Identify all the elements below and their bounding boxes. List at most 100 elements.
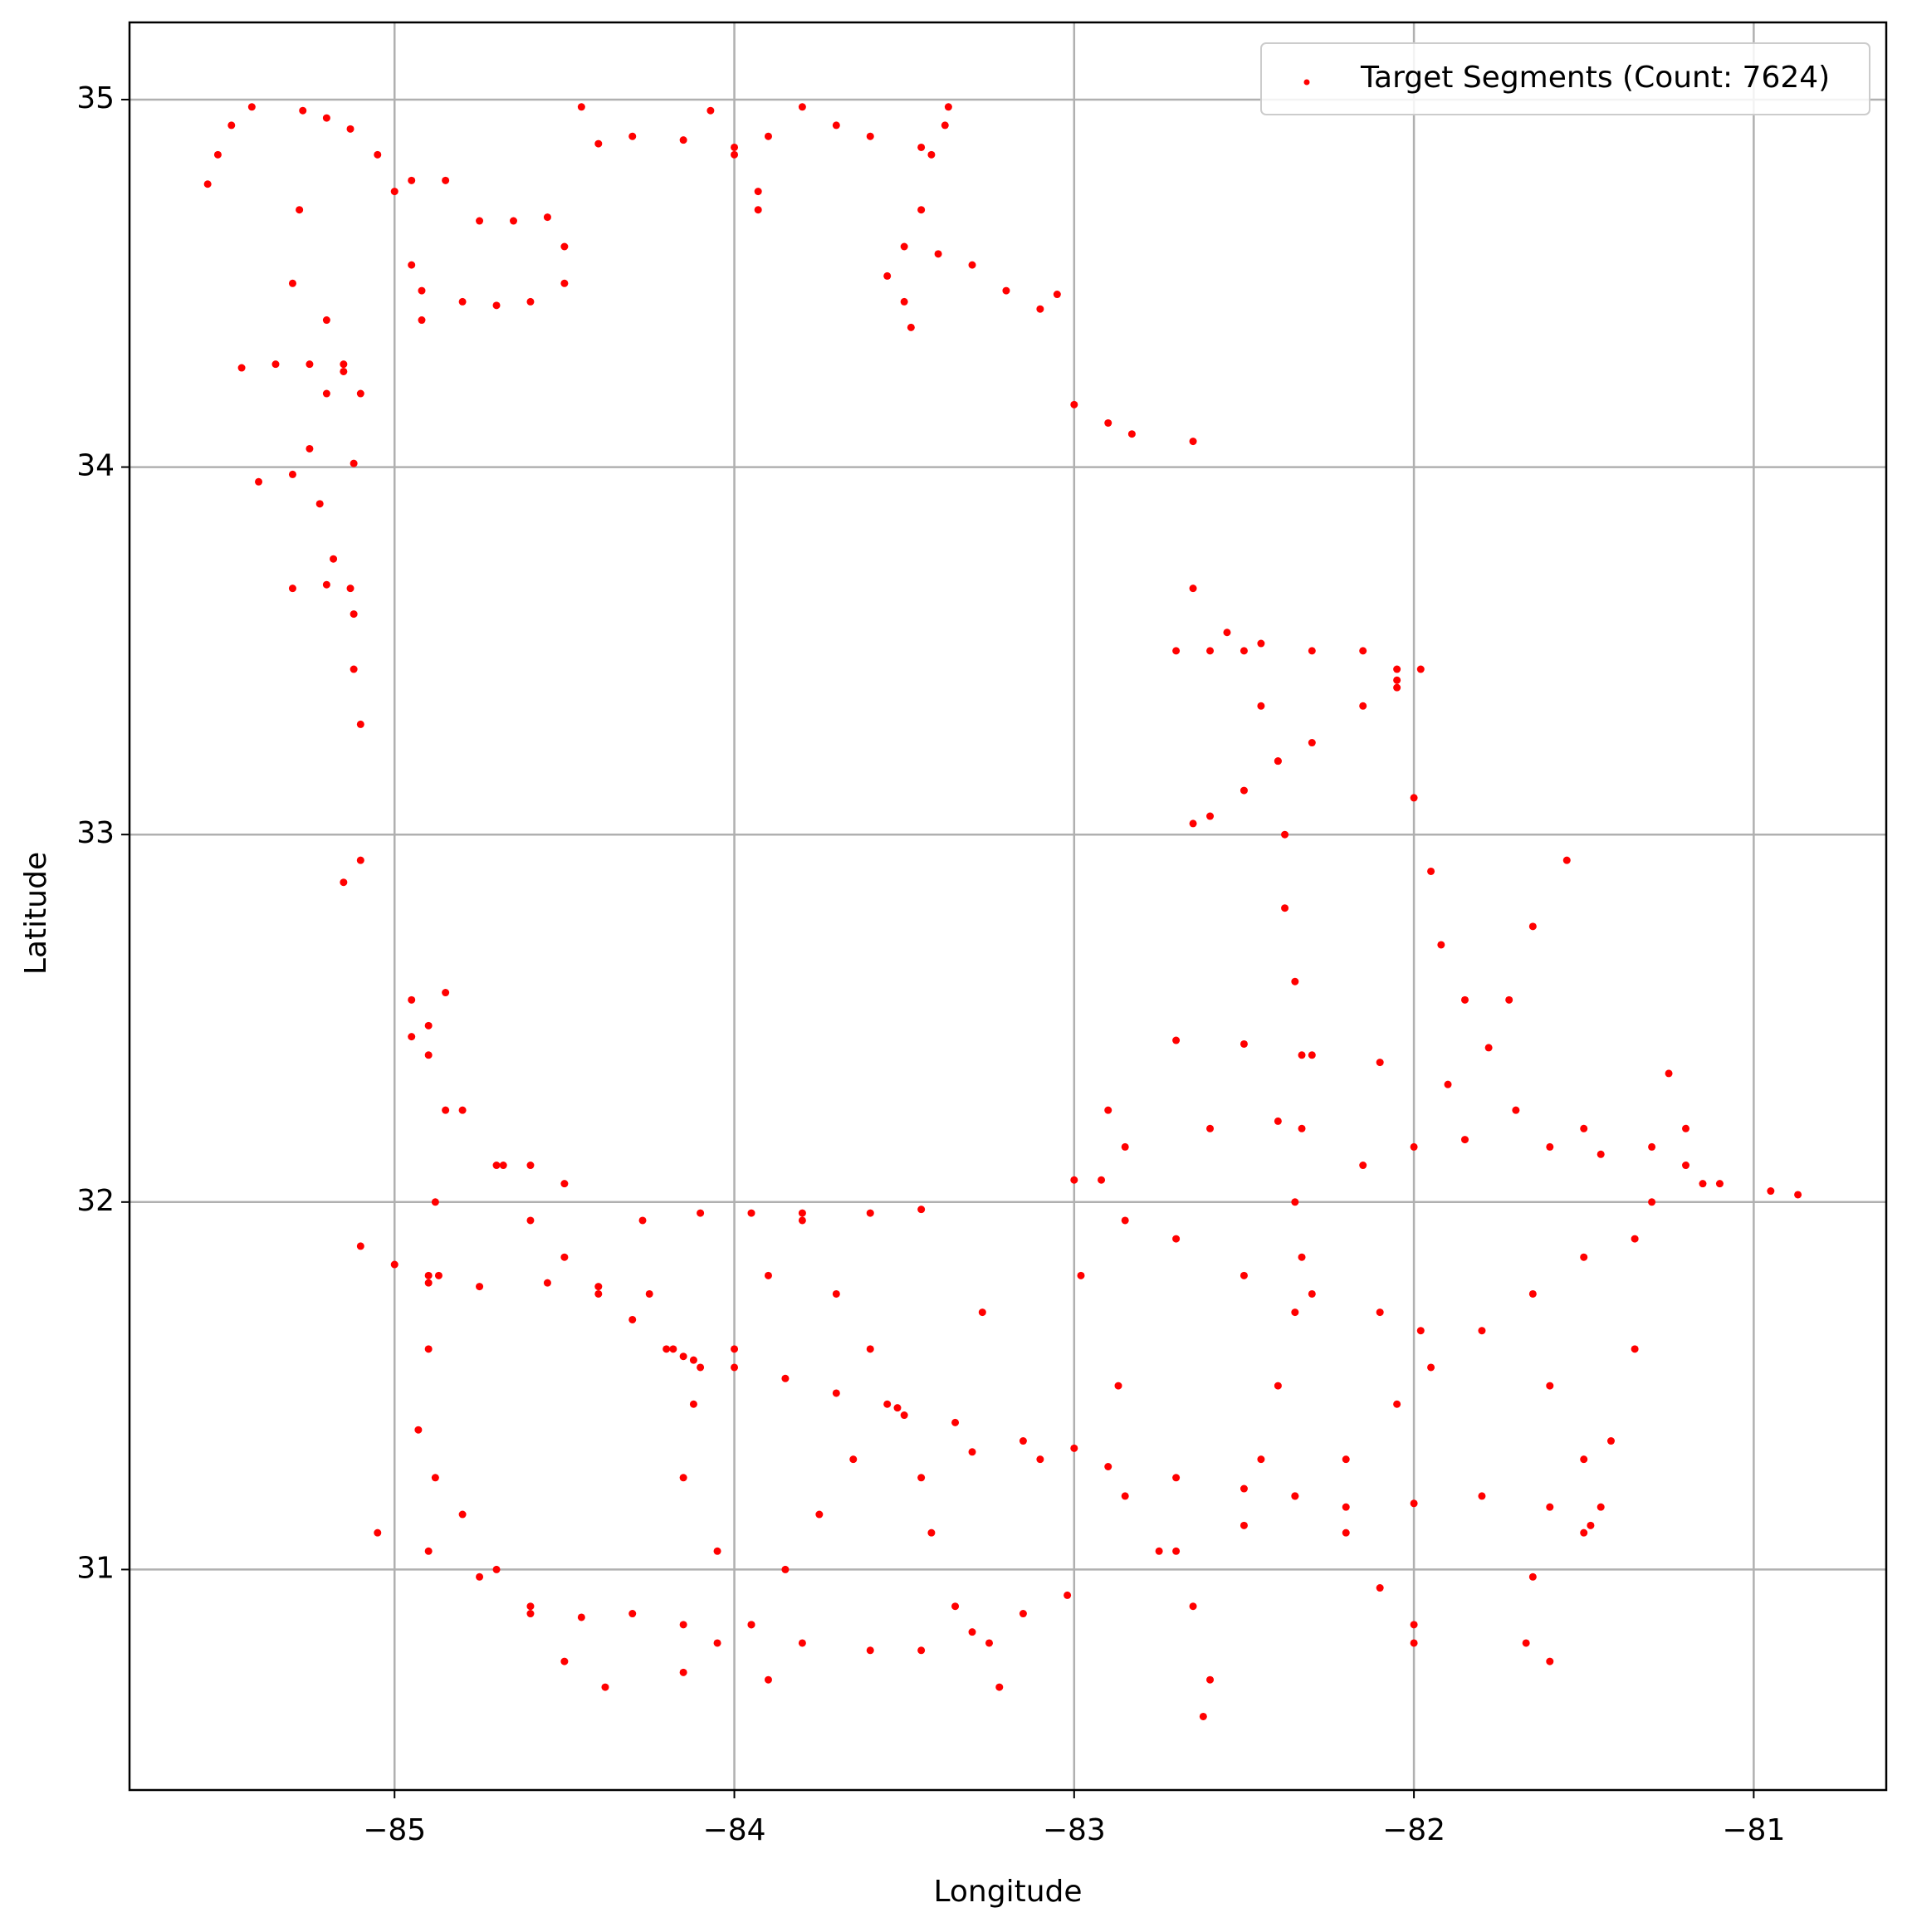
point bbox=[356, 1242, 364, 1250]
point bbox=[350, 665, 358, 673]
point bbox=[322, 114, 330, 122]
point bbox=[679, 1621, 687, 1629]
point bbox=[476, 1283, 484, 1291]
point bbox=[1580, 1124, 1588, 1132]
point bbox=[1393, 1400, 1401, 1408]
points bbox=[203, 103, 1802, 1720]
point bbox=[288, 470, 296, 478]
point bbox=[560, 1253, 569, 1261]
point bbox=[1206, 1675, 1215, 1684]
point bbox=[849, 1455, 858, 1464]
point bbox=[288, 279, 296, 287]
point bbox=[764, 1271, 772, 1279]
point bbox=[1104, 1462, 1112, 1470]
point bbox=[350, 610, 358, 619]
x-tick-label: −84 bbox=[703, 1813, 766, 1847]
point bbox=[1580, 1528, 1588, 1537]
point bbox=[560, 1657, 569, 1665]
point bbox=[1114, 1382, 1122, 1390]
point bbox=[1376, 1308, 1384, 1317]
point bbox=[798, 103, 806, 111]
point bbox=[418, 286, 426, 295]
point bbox=[1410, 1499, 1418, 1508]
legend-box bbox=[1260, 42, 1870, 115]
point bbox=[1648, 1198, 1656, 1206]
point bbox=[1699, 1180, 1707, 1188]
point bbox=[1427, 1363, 1435, 1372]
point bbox=[1444, 1080, 1452, 1088]
point bbox=[526, 1602, 535, 1611]
point bbox=[1478, 1492, 1486, 1500]
point bbox=[271, 360, 280, 369]
y-axis-label: Latitude bbox=[19, 852, 53, 975]
point bbox=[927, 150, 936, 159]
point bbox=[798, 1639, 806, 1647]
point bbox=[764, 1675, 772, 1684]
point bbox=[731, 143, 739, 151]
point bbox=[832, 121, 840, 130]
point bbox=[866, 132, 874, 140]
point bbox=[306, 360, 314, 369]
point bbox=[408, 995, 416, 1004]
point bbox=[458, 1510, 467, 1519]
point bbox=[1281, 904, 1289, 912]
point bbox=[356, 389, 364, 398]
point bbox=[1546, 1657, 1554, 1665]
point bbox=[1257, 702, 1265, 710]
point bbox=[424, 1345, 433, 1353]
point bbox=[1121, 1142, 1129, 1151]
point bbox=[1274, 1382, 1282, 1390]
point bbox=[408, 261, 416, 269]
point bbox=[1077, 1271, 1085, 1279]
point bbox=[1587, 1521, 1595, 1529]
point bbox=[1121, 1216, 1129, 1225]
point bbox=[1053, 291, 1061, 299]
point bbox=[424, 1021, 433, 1030]
point bbox=[1155, 1547, 1163, 1555]
point bbox=[1240, 1039, 1248, 1048]
point bbox=[1682, 1124, 1690, 1132]
point bbox=[414, 1426, 423, 1434]
point bbox=[237, 364, 246, 372]
point bbox=[628, 132, 637, 140]
point bbox=[832, 1289, 840, 1298]
point bbox=[1189, 1602, 1197, 1611]
point bbox=[1522, 1639, 1530, 1647]
point bbox=[1019, 1437, 1027, 1445]
labels: Longitude Latitude −85 −84 −83 −82 −81 31 32 33… bbox=[19, 81, 1785, 1909]
point bbox=[227, 121, 236, 130]
point bbox=[1512, 1106, 1520, 1114]
point bbox=[1606, 1437, 1615, 1445]
point bbox=[346, 125, 355, 133]
point bbox=[679, 1474, 687, 1482]
point bbox=[408, 176, 416, 184]
point bbox=[1416, 665, 1425, 673]
point bbox=[1437, 941, 1445, 949]
point bbox=[1308, 647, 1316, 655]
x-tick-label: −81 bbox=[1722, 1813, 1785, 1847]
point bbox=[1002, 286, 1010, 295]
point bbox=[1206, 1124, 1215, 1132]
point bbox=[601, 1683, 609, 1691]
point bbox=[1019, 1610, 1027, 1618]
point bbox=[1189, 819, 1197, 828]
point bbox=[509, 217, 517, 225]
point bbox=[299, 106, 307, 115]
point bbox=[866, 1345, 874, 1353]
point bbox=[1172, 1036, 1181, 1044]
point bbox=[424, 1547, 433, 1555]
point bbox=[594, 139, 603, 148]
point bbox=[1199, 1712, 1207, 1720]
point bbox=[322, 389, 330, 398]
point bbox=[968, 261, 976, 269]
point bbox=[374, 150, 382, 159]
point bbox=[1393, 676, 1401, 684]
point bbox=[1580, 1455, 1588, 1464]
point bbox=[1257, 639, 1265, 648]
point bbox=[1274, 757, 1282, 765]
y-tick-label: 35 bbox=[76, 81, 115, 115]
point bbox=[1546, 1142, 1554, 1151]
legend: Target Segments (Count: 7624) bbox=[1260, 42, 1870, 115]
y-tick-label: 34 bbox=[76, 449, 115, 483]
